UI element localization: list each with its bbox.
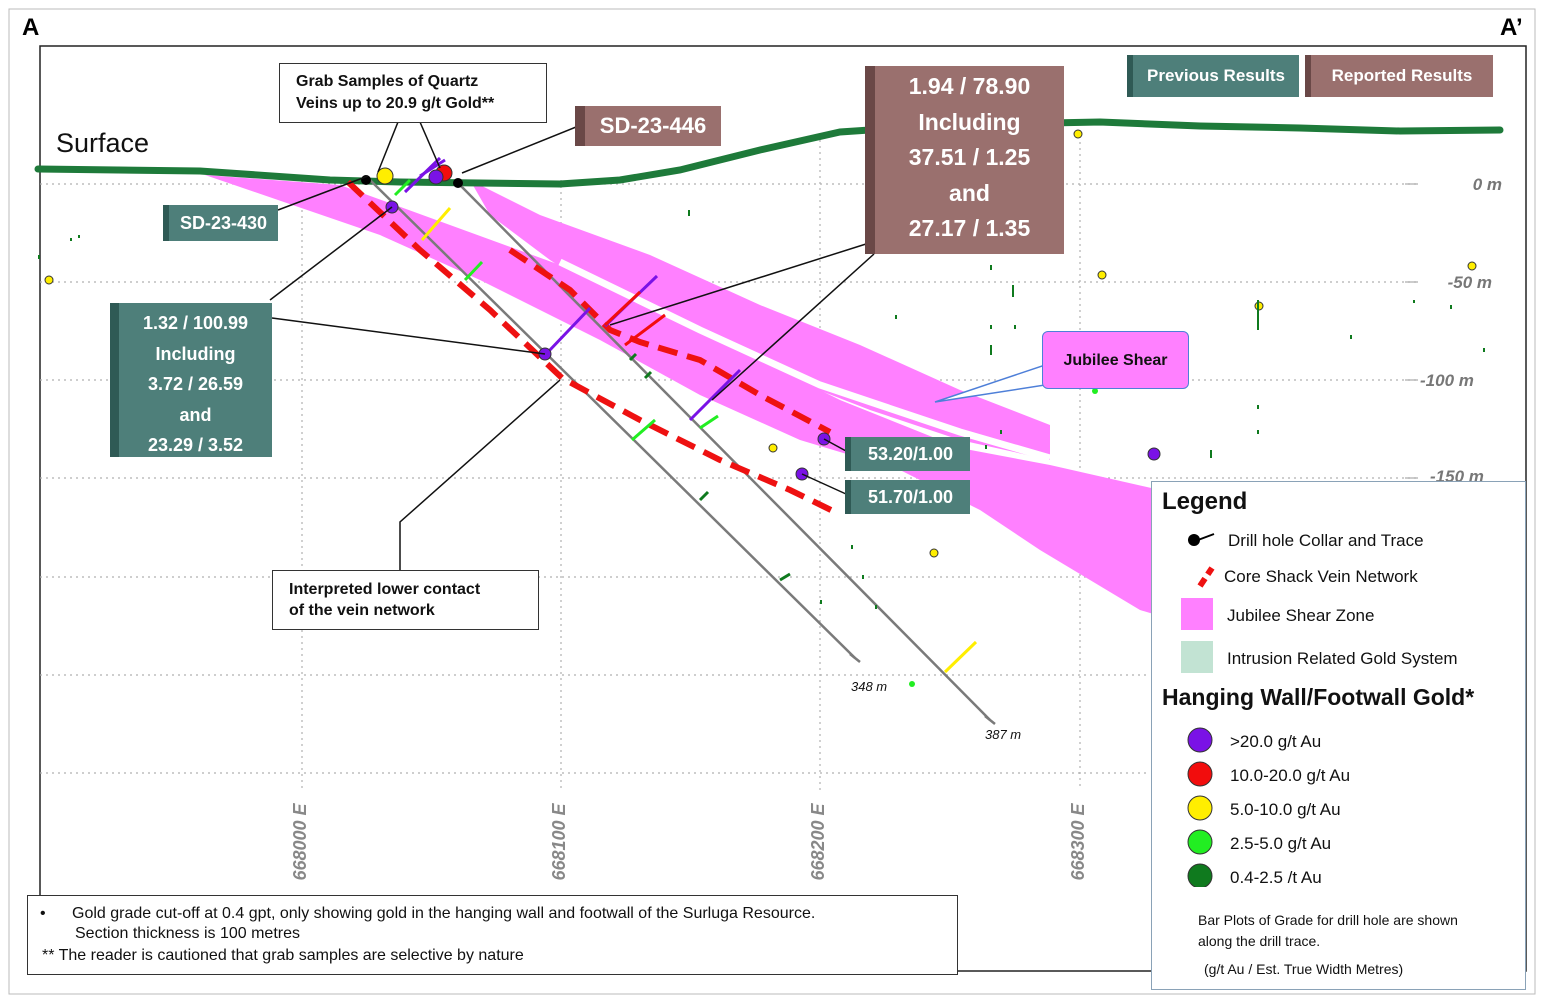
jubilee-callout-pointer xyxy=(934,363,1046,403)
result-line: and xyxy=(949,179,990,206)
hole-label-sd-23-430: SD-23-430 xyxy=(163,205,278,241)
point-label: 53.20/1.00 xyxy=(845,437,970,471)
legend-panel: Legend Drill hole Collar and Trace Core … xyxy=(1151,481,1526,990)
easting-label: 668200 E xyxy=(808,803,828,881)
gold-legend-item: >20.0 g/t Au xyxy=(1230,732,1322,751)
jubilee-shear-zone-upper xyxy=(470,180,1050,460)
result-box-sd-23-446: 1.94 / 78.90 Including 37.51 / 1.25 and … xyxy=(865,66,1064,254)
gold-legend-item: 0.4-2.5 /t Au xyxy=(1230,868,1322,887)
low-grade-points xyxy=(38,210,1485,609)
vein-network-icon xyxy=(1197,566,1215,588)
grab-samples-callout: Grab Samples of Quartz Veins up to 20.9 … xyxy=(279,63,547,123)
gold-legend-item: 5.0-10.0 g/t Au xyxy=(1230,800,1341,819)
hole-label-sd-23-446: SD-23-446 xyxy=(575,106,721,146)
surface-line xyxy=(34,118,1504,188)
legend-note: (g/t Au / Est. True Width Metres) xyxy=(1204,961,1404,977)
result-box-sd-23-430: 1.32 / 100.99 Including 3.72 / 26.59 and… xyxy=(110,303,272,457)
grab-samples-line1: Grab Samples of Quartz xyxy=(296,73,479,90)
gold-points xyxy=(44,129,1477,687)
footnote-line2: Section thickness is 100 metres xyxy=(75,925,300,942)
gold-legend-title: Hanging Wall/Footwall Gold* xyxy=(1162,684,1475,710)
hole-depth-label: 387 m xyxy=(985,727,1022,742)
corner-label-a: A xyxy=(22,14,40,41)
shear-zone-swatch xyxy=(1181,598,1213,630)
corner-label-a-prime: A’ xyxy=(1500,14,1523,41)
jubilee-shear-zone xyxy=(205,175,1190,625)
easting-label: 668100 E xyxy=(549,803,569,881)
grade-bars xyxy=(393,156,978,674)
legend-item: Intrusion Related Gold System xyxy=(1227,649,1458,668)
depth-label: -100 m xyxy=(1420,371,1474,390)
gold-legend-item: 2.5-5.0 g/t Au xyxy=(1230,834,1332,853)
grid-ticks xyxy=(1405,183,1418,479)
footnote-box: • Gold grade cut-off at 0.4 gpt, only sh… xyxy=(27,895,958,975)
legend-note: Bar Plots of Grade for drill hole are sh… xyxy=(1198,912,1458,928)
easting-label: 668300 E xyxy=(1068,803,1088,881)
legend-note: along the drill trace. xyxy=(1198,933,1321,949)
legend-item: Drill hole Collar and Trace xyxy=(1228,531,1424,550)
result-line: 37.51 / 1.25 xyxy=(908,144,1031,170)
footnote-line1: Gold grade cut-off at 0.4 gpt, only show… xyxy=(72,905,816,922)
leader-lines xyxy=(269,121,875,572)
outer-frame xyxy=(8,8,1536,995)
previous-results-button[interactable]: Previous Results xyxy=(1127,55,1299,97)
vein-network xyxy=(345,179,837,515)
result-line: Including xyxy=(918,108,1021,135)
vein-upper xyxy=(508,247,832,435)
result-line: 27.17 / 1.35 xyxy=(908,215,1031,241)
easting-label: 668000 E xyxy=(290,803,310,881)
depth-label: -50 m xyxy=(1447,273,1492,292)
jubilee-shear-callout: Jubilee Shear xyxy=(1042,331,1189,389)
surface-label: Surface xyxy=(56,128,150,158)
point-label: 51.70/1.00 xyxy=(845,480,970,514)
legend-item: Core Shack Vein Network xyxy=(1224,567,1418,586)
result-line: Including xyxy=(155,343,236,364)
interp-line2: of the vein network xyxy=(289,602,435,619)
grab-samples-line2: Veins up to 20.9 g/t Gold** xyxy=(296,95,495,112)
gold-grade-swatches xyxy=(1187,727,1213,887)
result-line: 3.72 / 26.59 xyxy=(147,374,244,394)
interp-line1: Interpreted lower contact xyxy=(289,581,481,598)
result-line: and xyxy=(179,404,212,425)
reported-results-button[interactable]: Reported Results xyxy=(1305,55,1493,97)
collar-trace-icon xyxy=(1188,533,1215,546)
result-line: 23.29 / 3.52 xyxy=(147,435,244,455)
drill-trace-sd-23-430 xyxy=(369,179,856,659)
collar-sd-23-446 xyxy=(453,178,463,188)
vein-lower-contact xyxy=(345,179,837,515)
legend-title: Legend xyxy=(1162,488,1248,515)
grab-sample-point xyxy=(376,167,394,185)
footnote-line3: ** The reader is cautioned that grab sam… xyxy=(42,947,524,964)
gold-legend-item: 10.0-20.0 g/t Au xyxy=(1230,766,1351,785)
interpreted-contact-callout: Interpreted lower contact of the vein ne… xyxy=(272,570,539,630)
result-line: 1.94 / 78.90 xyxy=(908,73,1031,99)
depth-label: 0 m xyxy=(1472,175,1502,194)
hole-depth-label: 348 m xyxy=(851,679,888,694)
footnote-bullet: • xyxy=(40,905,46,922)
result-line: 1.32 / 100.99 xyxy=(142,313,249,333)
legend-item: Jubilee Shear Zone xyxy=(1227,606,1375,625)
intrusion-swatch xyxy=(1181,641,1213,673)
